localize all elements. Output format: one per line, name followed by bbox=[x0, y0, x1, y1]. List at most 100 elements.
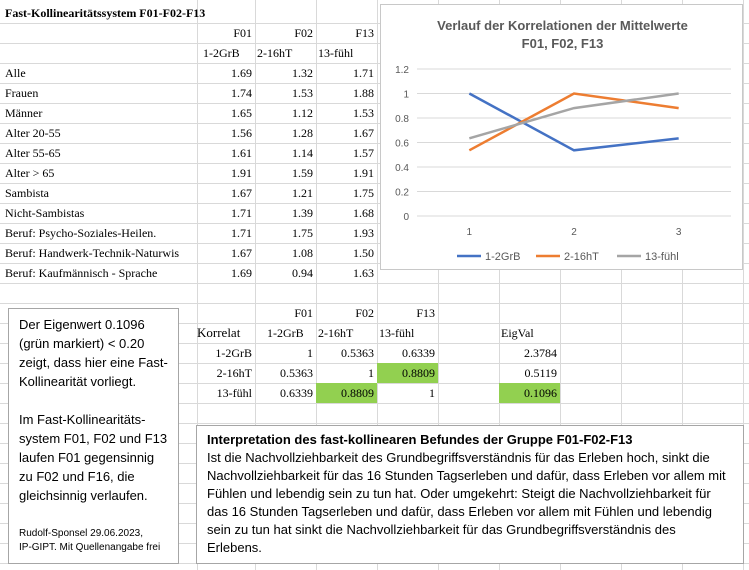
legend-label: 13-fühl bbox=[645, 251, 679, 263]
legend-label: 2-16hT bbox=[564, 251, 599, 263]
corr-cell[interactable]: 0.8809 bbox=[316, 383, 377, 403]
table-cell[interactable]: 0.94 bbox=[292, 266, 313, 280]
table-cell[interactable]: 1.75 bbox=[292, 226, 313, 240]
table-cell[interactable]: 1.93 bbox=[353, 226, 374, 240]
table-cell[interactable]: 1.75 bbox=[353, 186, 374, 200]
corr-cell[interactable]: 1 bbox=[307, 346, 313, 360]
corr-cell[interactable]: 0.5363 bbox=[280, 366, 313, 380]
y-tick-label: 0.6 bbox=[395, 139, 409, 150]
table-row-label[interactable]: Alter 20-55 bbox=[5, 126, 61, 140]
note-signature-1: Rudolf-Sponsel 29.06.2023, bbox=[19, 528, 143, 539]
corr-col-header-f02[interactable]: F02 bbox=[355, 306, 374, 320]
corr-row-label[interactable]: 2-16hT bbox=[216, 366, 252, 380]
table-cell[interactable]: 1.71 bbox=[353, 66, 374, 80]
table-cell[interactable]: 1.57 bbox=[353, 146, 374, 160]
table-cell[interactable]: 1.91 bbox=[353, 166, 374, 180]
x-tick-label: 1 bbox=[467, 227, 473, 238]
y-tick-label: 1.2 bbox=[395, 65, 409, 76]
table-row-label[interactable]: Sambista bbox=[5, 186, 49, 200]
col-header-f01[interactable]: F01 bbox=[233, 26, 252, 40]
sheet-title[interactable]: Fast-Kollinearitätssystem F01-F02-F13 bbox=[5, 6, 206, 20]
x-tick-label: 2 bbox=[571, 227, 577, 238]
table-cell[interactable]: 1.68 bbox=[353, 206, 374, 220]
y-tick-label: 0 bbox=[403, 212, 409, 223]
col-subheader-f02[interactable]: 2-16hT bbox=[257, 46, 293, 60]
table-cell[interactable]: 1.71 bbox=[231, 226, 252, 240]
table-cell[interactable]: 1.21 bbox=[292, 186, 313, 200]
interpretation-textbox[interactable]: Interpretation des fast-kollinearen Befu… bbox=[196, 425, 744, 564]
corr-cell[interactable]: 0.6339 bbox=[402, 346, 435, 360]
table-cell[interactable]: 1.53 bbox=[292, 86, 313, 100]
table-row-label[interactable]: Beruf: Kaufmännisch - Sprache bbox=[5, 266, 158, 280]
table-row-label[interactable]: Beruf: Handwerk-Technik-Naturwis bbox=[5, 246, 180, 260]
table-row-label[interactable]: Alter > 65 bbox=[5, 166, 55, 180]
series-line-2-16hT bbox=[468, 92, 679, 152]
corr-subheader-f02[interactable]: 2-16hT bbox=[318, 326, 354, 340]
eigval-cell[interactable]: 0.5119 bbox=[524, 366, 557, 380]
table-cell[interactable]: 1.71 bbox=[231, 206, 252, 220]
table-cell[interactable]: 1.63 bbox=[353, 266, 374, 280]
table-cell[interactable]: 1.91 bbox=[231, 166, 252, 180]
table-cell[interactable]: 1.32 bbox=[292, 66, 313, 80]
table-cell[interactable]: 1.61 bbox=[231, 146, 252, 160]
table-cell[interactable]: 1.53 bbox=[353, 106, 374, 120]
corr-subheader-f01[interactable]: 1-2GrB bbox=[267, 326, 304, 340]
note-textbox[interactable]: Der Eigenwert 0.1096 (grün markiert) < 0… bbox=[8, 308, 179, 564]
table-cell[interactable]: 1.28 bbox=[292, 126, 313, 140]
table-row-label[interactable]: Alle bbox=[5, 66, 26, 80]
col-subheader-f01[interactable]: 1-2GrB bbox=[203, 46, 240, 60]
correlation-line-chart[interactable]: Verlauf der Korrelationen der Mittelwert… bbox=[380, 4, 743, 270]
y-tick-label: 1 bbox=[403, 90, 409, 101]
corr-col-header-f01[interactable]: F01 bbox=[294, 306, 313, 320]
chart-plot: 0 0.2 0.4 0.6 0.8 1 1.2 1 2 3 1-2GrB 2-16hT 13-fühl bbox=[395, 65, 731, 263]
corr-cell[interactable]: 0.6339 bbox=[280, 386, 313, 400]
eigval-cell[interactable]: 0.1096 bbox=[499, 383, 560, 403]
corr-cell[interactable]: 1 bbox=[368, 366, 374, 380]
table-row-label[interactable]: Beruf: Psycho-Soziales-Heilen. bbox=[5, 226, 157, 240]
eigval-header[interactable]: EigVal bbox=[501, 326, 534, 340]
table-cell[interactable]: 1.67 bbox=[231, 246, 252, 260]
table-cell[interactable]: 1.69 bbox=[231, 66, 252, 80]
corr-row-label[interactable]: 1-2GrB bbox=[215, 346, 252, 360]
y-tick-label: 0.2 bbox=[395, 188, 409, 199]
table-cell[interactable]: 1.88 bbox=[353, 86, 374, 100]
legend-label: 1-2GrB bbox=[485, 251, 520, 263]
note-paragraph-2: Im Fast-Kollinearitäts-system F01, F02 u… bbox=[19, 412, 168, 503]
interpretation-body: Ist die Nachvollziehbarkeit des Grundbeg… bbox=[207, 450, 726, 555]
table-cell[interactable]: 1.50 bbox=[353, 246, 374, 260]
corr-row-label[interactable]: 13-fühl bbox=[216, 386, 252, 400]
eigval-cell[interactable]: 2.3784 bbox=[524, 346, 557, 360]
corr-label[interactable]: Korrelat bbox=[197, 325, 241, 340]
table-cell[interactable]: 1.67 bbox=[231, 186, 252, 200]
table-row-label[interactable]: Frauen bbox=[5, 86, 39, 100]
corr-cell[interactable]: 0.8809 bbox=[377, 363, 438, 383]
chart-subtitle: F01, F02, F13 bbox=[521, 36, 604, 51]
note-paragraph-1: Der Eigenwert 0.1096 (grün markiert) < 0… bbox=[19, 317, 168, 389]
table-cell[interactable]: 1.56 bbox=[231, 126, 252, 140]
corr-cell[interactable]: 1 bbox=[429, 386, 435, 400]
table-cell[interactable]: 1.59 bbox=[292, 166, 313, 180]
table-cell[interactable]: 1.67 bbox=[353, 126, 374, 140]
corr-cell[interactable]: 0.5363 bbox=[341, 346, 374, 360]
table-cell[interactable]: 1.65 bbox=[231, 106, 252, 120]
interpretation-title: Interpretation des fast-kollinearen Befu… bbox=[207, 432, 633, 447]
table-cell[interactable]: 1.69 bbox=[231, 266, 252, 280]
col-subheader-f13[interactable]: 13-fühl bbox=[318, 46, 354, 60]
table-cell[interactable]: 1.12 bbox=[292, 106, 313, 120]
y-tick-label: 0.8 bbox=[395, 114, 409, 125]
x-tick-label: 3 bbox=[676, 227, 682, 238]
col-header-f13[interactable]: F13 bbox=[355, 26, 374, 40]
table-row-label[interactable]: Alter 55-65 bbox=[5, 146, 61, 160]
table-cell[interactable]: 1.74 bbox=[231, 86, 252, 100]
col-header-f02[interactable]: F02 bbox=[294, 26, 313, 40]
table-cell[interactable]: 1.14 bbox=[292, 146, 313, 160]
series-line-1-2GrB bbox=[468, 92, 679, 152]
table-row-label[interactable]: Männer bbox=[5, 106, 43, 120]
corr-subheader-f13[interactable]: 13-fühl bbox=[379, 326, 415, 340]
table-cell[interactable]: 1.08 bbox=[292, 246, 313, 260]
table-cell[interactable]: 1.39 bbox=[292, 206, 313, 220]
corr-col-header-f13[interactable]: F13 bbox=[416, 306, 435, 320]
table-row-label[interactable]: Nicht-Sambistas bbox=[5, 206, 85, 220]
note-signature-2: IP-GIPT. Mit Quellenangabe frei bbox=[19, 542, 161, 553]
chart-title: Verlauf der Korrelationen der Mittelwert… bbox=[437, 18, 688, 33]
